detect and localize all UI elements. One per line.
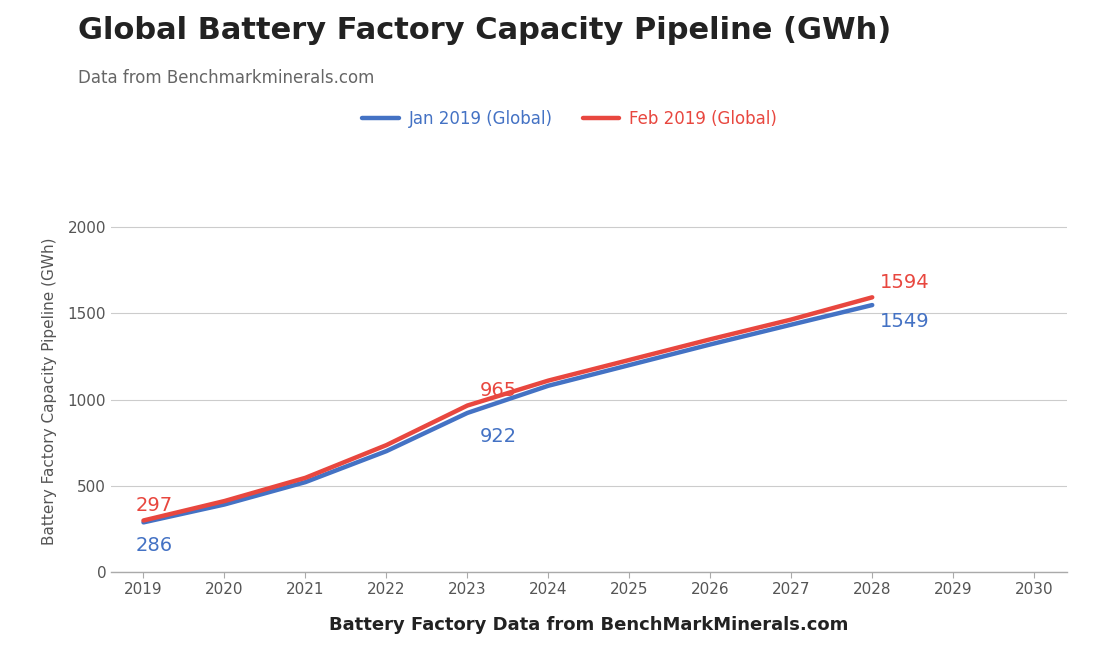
Jan 2019 (Global) [218, 501, 231, 509]
Line: Jan 2019 (Global): Jan 2019 (Global) [143, 305, 872, 522]
Jan 2019 (Global) [299, 478, 312, 486]
X-axis label: Battery Factory Data from BenchMarkMinerals.com: Battery Factory Data from BenchMarkMiner… [329, 616, 849, 635]
Jan 2019 (Global) [865, 301, 879, 309]
Jan 2019 (Global) [380, 447, 393, 455]
Text: 297: 297 [136, 496, 172, 515]
Text: 965: 965 [480, 381, 517, 400]
Feb 2019 (Global) [703, 335, 717, 343]
Line: Feb 2019 (Global): Feb 2019 (Global) [143, 298, 872, 520]
Jan 2019 (Global) [461, 409, 474, 417]
Text: 286: 286 [136, 536, 172, 555]
Feb 2019 (Global) [784, 315, 798, 323]
Jan 2019 (Global) [137, 518, 150, 526]
Feb 2019 (Global) [461, 401, 474, 409]
Feb 2019 (Global) [299, 474, 312, 482]
Legend: Jan 2019 (Global), Feb 2019 (Global): Jan 2019 (Global), Feb 2019 (Global) [362, 110, 778, 128]
Text: 1549: 1549 [880, 312, 930, 331]
Feb 2019 (Global) [542, 376, 556, 384]
Text: Global Battery Factory Capacity Pipeline (GWh): Global Battery Factory Capacity Pipeline… [78, 16, 891, 45]
Text: Data from Benchmarkminerals.com: Data from Benchmarkminerals.com [78, 69, 374, 87]
Feb 2019 (Global) [137, 516, 150, 524]
Jan 2019 (Global) [542, 382, 556, 390]
Jan 2019 (Global) [703, 340, 717, 348]
Text: 1594: 1594 [880, 273, 930, 292]
Feb 2019 (Global) [622, 356, 635, 364]
Jan 2019 (Global) [622, 361, 635, 369]
Jan 2019 (Global) [784, 321, 798, 328]
Feb 2019 (Global) [218, 497, 231, 505]
Text: 922: 922 [480, 426, 517, 445]
Feb 2019 (Global) [380, 442, 393, 449]
Y-axis label: Battery Factory Capacity Pipeline (GWh): Battery Factory Capacity Pipeline (GWh) [41, 237, 57, 545]
Feb 2019 (Global) [865, 294, 879, 302]
